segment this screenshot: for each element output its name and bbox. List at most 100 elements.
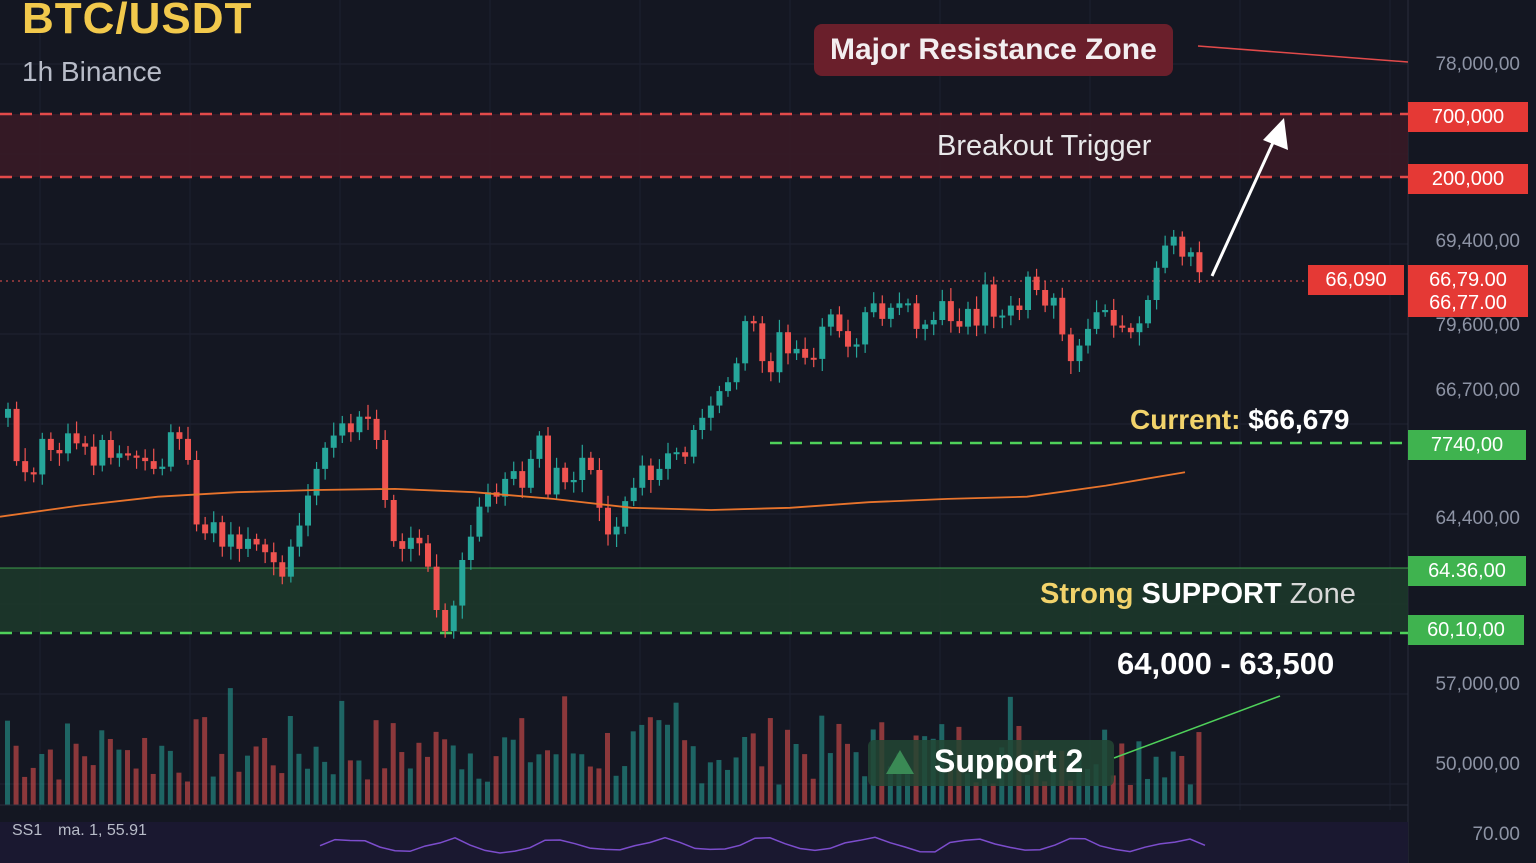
candle-body (459, 560, 466, 606)
candle-body (1007, 305, 1014, 316)
volume-bar (270, 765, 276, 805)
volume-bar (973, 782, 979, 805)
volume-bar (193, 719, 199, 805)
candle-body (939, 301, 946, 320)
rsi-line (319, 836, 1206, 854)
candle-body (613, 526, 620, 535)
volume-bar (733, 757, 739, 805)
candle-body (227, 534, 234, 547)
volume-bar (853, 752, 859, 805)
candle-body (99, 440, 106, 466)
breakout-arrow-shaft (1210, 135, 1278, 277)
volume-bar (125, 750, 130, 805)
volume-bar (382, 768, 388, 805)
candle-body (382, 440, 389, 500)
resistance-zone-label: Major Resistance Zone (814, 24, 1173, 76)
volume-bar (1025, 774, 1030, 805)
volume-bar (279, 773, 285, 805)
volume-bar (1162, 777, 1168, 805)
chart-subtitle: 1h Binance (22, 56, 163, 87)
candle-body (553, 467, 560, 495)
volume-bar (587, 766, 593, 805)
volume-bar (313, 746, 319, 805)
volume-bar (716, 759, 722, 805)
candle-body (1085, 328, 1091, 346)
volume-bar (785, 729, 790, 805)
volume-bar (519, 718, 525, 805)
candle-body (1050, 297, 1057, 306)
candle-body (930, 320, 937, 325)
rsi-axis-label: 70.00 (1472, 824, 1520, 845)
candle-body (1067, 334, 1074, 362)
last-price-tag-left: 66,090 (1308, 265, 1404, 295)
candle-body (305, 495, 311, 526)
support-range-label: 64,000 - 63,500 (1117, 646, 1335, 681)
candle-body (510, 471, 517, 479)
candle-body (373, 418, 380, 440)
candle-body (665, 453, 671, 469)
candle-body (22, 461, 29, 473)
volume-bar (399, 752, 405, 805)
support-bottom-tag: 60,10,00 (1408, 615, 1524, 645)
support-2-badge: Support 2 (868, 740, 1114, 786)
candle-body (107, 440, 114, 458)
candle-body (30, 472, 37, 475)
candle-body (947, 301, 954, 322)
volume-bar (390, 723, 396, 805)
indicator-name: SS1 (12, 822, 43, 839)
support-zone-word-zone: Zone (1289, 578, 1356, 610)
candle-body (913, 303, 920, 329)
candle-body (896, 303, 903, 308)
volume-bar (47, 749, 53, 805)
volume-bar (65, 723, 70, 805)
candle-body (133, 455, 140, 458)
support-zone-word-strong: Strong (1040, 578, 1134, 610)
current-price-value: $66,679 (1248, 404, 1350, 435)
volume-bar (339, 700, 345, 805)
candle-body (330, 435, 337, 448)
candle-body (999, 315, 1006, 318)
volume-bar (1127, 784, 1133, 805)
volume-bar (1153, 756, 1159, 805)
candle-body (622, 501, 629, 527)
candle-body (279, 562, 286, 577)
candle-body (1153, 267, 1160, 300)
candle-body (1042, 290, 1049, 306)
volume-bar (236, 771, 242, 805)
candle-body (476, 506, 483, 537)
volume-bar (947, 768, 953, 805)
candle-body (682, 452, 689, 457)
candle-body (193, 460, 200, 525)
candle-body (1170, 236, 1177, 246)
y-axis-label: 66,700,00 (1435, 380, 1520, 401)
candle-body (1102, 310, 1109, 313)
last-price-tag-right-2: 66,77.00 (1408, 289, 1528, 317)
candle-body (450, 605, 457, 632)
candle-body (1076, 345, 1083, 362)
volume-bar (579, 754, 585, 805)
candle-body (1179, 236, 1186, 257)
volume-bar (450, 745, 456, 805)
candle-body (750, 321, 757, 324)
candle-body (990, 284, 997, 317)
candle-body (1025, 276, 1031, 310)
volume-bar (1170, 751, 1176, 805)
volume-bar (776, 784, 782, 805)
y-axis-label: 78,000,00 (1435, 54, 1520, 75)
resistance-zone (0, 114, 1408, 177)
volume-bar (553, 754, 559, 805)
candle-body (287, 546, 294, 577)
volume-bar (176, 772, 182, 805)
volume-bar (810, 778, 816, 805)
candle-body (56, 450, 63, 454)
candle-body (596, 470, 603, 508)
volume-bar (630, 731, 636, 805)
candle-body (356, 416, 363, 433)
volume-bar (965, 773, 970, 805)
y-axis-label: 64,400,00 (1435, 508, 1520, 529)
volume-bar (802, 754, 808, 805)
candle-body (262, 544, 269, 553)
breakout-trigger-label: Breakout Trigger (937, 130, 1152, 162)
